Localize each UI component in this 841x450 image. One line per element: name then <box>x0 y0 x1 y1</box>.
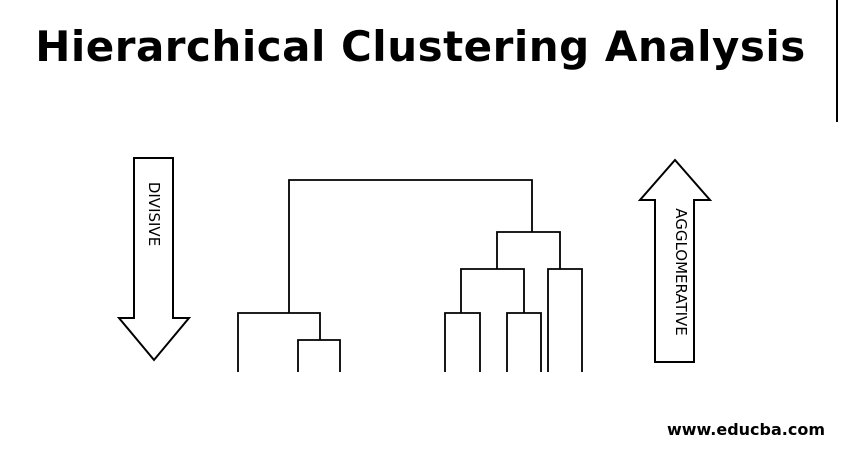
divisive-arrow-shape <box>116 157 192 362</box>
dendrogram-right-leaf-pair-a <box>444 312 481 372</box>
agglomerative-label: AGGLOMERATIVE <box>672 208 690 336</box>
divisive-label: DIVISIVE <box>145 182 163 246</box>
page-title: Hierarchical Clustering Analysis <box>35 22 806 71</box>
dendrogram <box>237 179 583 372</box>
dendrogram-right-tall-leaf <box>547 268 583 372</box>
divisive-arrow: DIVISIVE <box>116 157 192 362</box>
dendrogram-left-cluster-link <box>237 312 321 372</box>
edge-divider <box>836 0 838 122</box>
dendrogram-right-leaf-pair-b <box>506 312 542 372</box>
agglomerative-arrow-shape <box>637 158 713 363</box>
agglomerative-arrow: AGGLOMERATIVE <box>637 158 713 363</box>
dendrogram-right-sub-link <box>460 268 525 313</box>
dendrogram-root-link <box>288 179 533 313</box>
dendrogram-left-leaf-pair <box>297 339 341 372</box>
dendrogram-right-cluster-link <box>496 231 561 269</box>
watermark-url: www.educba.com <box>666 420 825 439</box>
